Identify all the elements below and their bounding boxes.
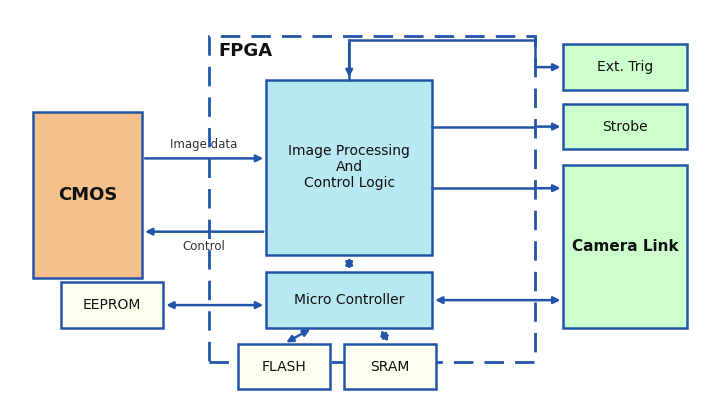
Text: Image Processing
And
Control Logic: Image Processing And Control Logic bbox=[289, 144, 410, 191]
Text: Micro Controller: Micro Controller bbox=[294, 293, 404, 307]
Text: CMOS: CMOS bbox=[57, 186, 117, 204]
Bar bbox=[238, 344, 330, 389]
Text: Camera Link: Camera Link bbox=[572, 239, 679, 254]
Text: FLASH: FLASH bbox=[262, 359, 306, 374]
Text: Strobe: Strobe bbox=[603, 120, 648, 134]
Bar bbox=[209, 36, 535, 362]
Bar bbox=[61, 282, 164, 328]
Bar bbox=[563, 165, 687, 328]
Text: SRAM: SRAM bbox=[370, 359, 410, 374]
Bar bbox=[33, 112, 143, 278]
Text: Ext. Trig: Ext. Trig bbox=[597, 60, 653, 74]
Bar bbox=[266, 80, 432, 255]
Bar bbox=[344, 344, 436, 389]
Text: Control: Control bbox=[183, 240, 225, 253]
Text: EEPROM: EEPROM bbox=[83, 298, 141, 312]
Bar bbox=[563, 44, 687, 90]
Bar bbox=[266, 272, 432, 328]
Text: Image data: Image data bbox=[170, 138, 238, 151]
Bar bbox=[563, 104, 687, 149]
Text: FPGA: FPGA bbox=[218, 42, 272, 60]
